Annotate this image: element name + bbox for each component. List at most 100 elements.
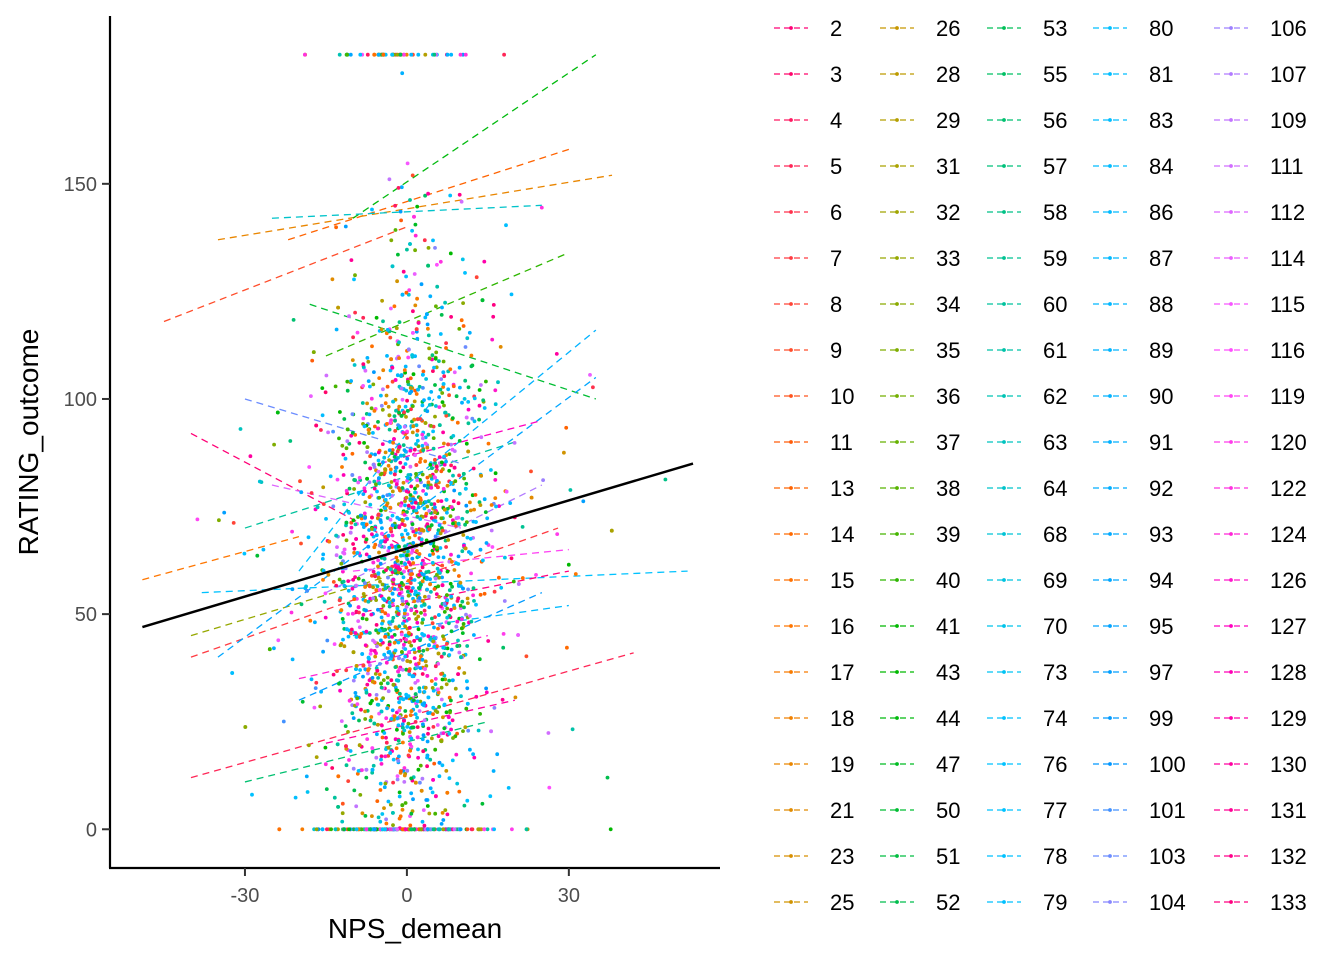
legend-item-103: 103 [1093, 844, 1186, 869]
data-point [344, 744, 348, 749]
data-point [414, 662, 418, 667]
data-point [399, 560, 404, 565]
legend-label: 90 [1149, 384, 1173, 409]
data-point [389, 480, 394, 484]
data-point [409, 776, 414, 781]
data-point [457, 327, 462, 331]
data-point [452, 568, 457, 572]
data-point [390, 523, 395, 528]
data-point [300, 699, 305, 704]
legend-label: 11 [830, 430, 853, 455]
data-point [441, 385, 445, 389]
data-point [349, 433, 354, 438]
data-point [394, 408, 398, 413]
data-point [445, 569, 450, 574]
legend-key-point [789, 762, 793, 766]
legend-item-37: 37 [880, 430, 960, 455]
data-point [468, 614, 472, 618]
data-point [405, 247, 409, 252]
data-point [441, 382, 446, 386]
legend-label: 78 [1043, 844, 1067, 869]
data-point [471, 466, 476, 471]
data-point [417, 364, 421, 369]
data-point [412, 827, 417, 832]
legend-key-point [1108, 26, 1112, 30]
data-point [335, 545, 339, 549]
legend-label: 38 [936, 476, 960, 501]
data-point [353, 631, 358, 635]
data-point [428, 577, 432, 582]
data-point [374, 755, 379, 760]
data-point [381, 52, 386, 57]
legend-label: 18 [830, 706, 854, 731]
data-point [431, 639, 436, 644]
group-fit-line-9 [163, 226, 408, 323]
legend-key-point [1229, 348, 1233, 352]
data-point [457, 365, 462, 370]
data-point [469, 571, 473, 576]
data-point [338, 643, 343, 648]
data-point [442, 702, 447, 707]
data-point [277, 827, 282, 832]
data-point [382, 652, 387, 657]
data-point [319, 689, 323, 694]
data-point [456, 638, 460, 643]
legend-key-point [1002, 440, 1006, 444]
data-point [419, 582, 423, 587]
data-point [365, 682, 370, 687]
data-point [463, 725, 468, 730]
legend-key-point [1108, 808, 1112, 812]
data-point [433, 811, 438, 816]
data-point [442, 726, 447, 731]
data-point [403, 647, 408, 651]
data-point [379, 393, 383, 398]
data-point [431, 725, 436, 729]
data-point [437, 613, 441, 617]
legend-key-point [1002, 624, 1006, 628]
data-point [565, 645, 569, 650]
data-point [397, 794, 402, 799]
data-point [418, 501, 423, 505]
data-point [419, 827, 423, 832]
data-point [400, 71, 405, 76]
data-point [411, 561, 416, 565]
data-point [362, 441, 366, 445]
data-point [416, 627, 421, 632]
legend-item-88: 88 [1093, 292, 1173, 317]
legend-label: 104 [1149, 890, 1186, 915]
data-point [357, 743, 362, 748]
data-point [439, 654, 444, 659]
data-point [461, 472, 466, 476]
data-point [372, 649, 377, 653]
data-point [448, 251, 453, 256]
data-point [415, 484, 420, 488]
data-point [217, 518, 221, 523]
data-point [504, 489, 509, 494]
legend-item-127: 127 [1214, 614, 1307, 639]
data-point [382, 670, 387, 675]
data-point [362, 511, 367, 516]
data-point [363, 581, 367, 585]
data-point [384, 716, 389, 721]
data-point [293, 795, 298, 800]
data-point [350, 611, 355, 616]
data-point [424, 492, 428, 496]
data-point [388, 470, 393, 475]
data-point [400, 292, 405, 297]
data-point [326, 430, 330, 435]
data-point [389, 357, 393, 362]
legend-label: 36 [936, 384, 960, 409]
data-point [441, 359, 446, 364]
data-point [421, 648, 426, 653]
data-point [408, 448, 413, 453]
data-point [391, 823, 395, 827]
data-point [398, 503, 403, 508]
data-point [397, 656, 401, 661]
group-fit-line-112 [271, 484, 462, 529]
data-point [388, 368, 393, 373]
legend-label: 5 [830, 154, 842, 179]
data-point [451, 736, 455, 740]
data-point [374, 482, 378, 487]
data-point [489, 468, 493, 472]
data-point [358, 668, 362, 672]
